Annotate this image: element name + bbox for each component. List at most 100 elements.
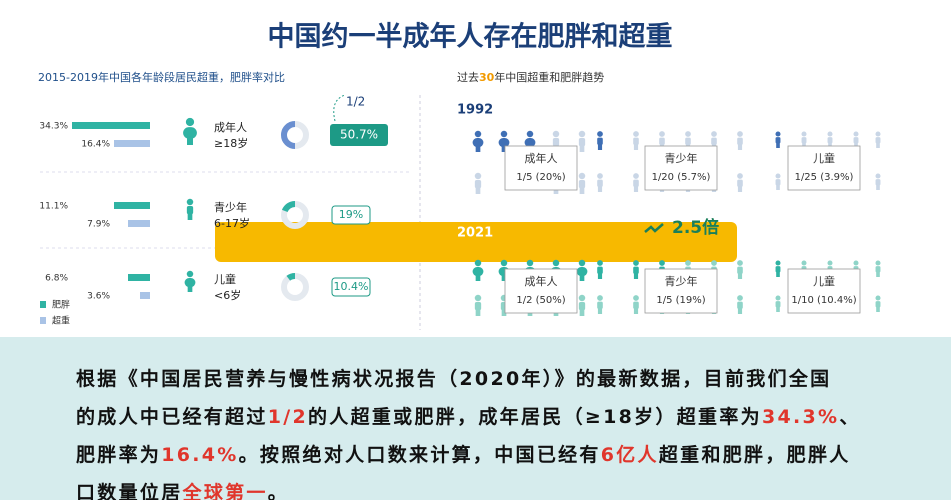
group-box [787,268,861,314]
text-segment: 口数量位居 [76,482,183,500]
trend-arrow [644,223,664,233]
year: 2021 [457,226,493,241]
person-icon [498,138,510,148]
person-icon [187,285,193,292]
person-icon [801,260,807,266]
group-box [644,145,718,191]
bar [114,202,150,209]
group-label: 成年人 [525,274,558,288]
person-icon [875,295,881,301]
group-age: <6岁 [214,288,241,302]
person-icon [737,301,743,309]
person-icon [775,179,781,186]
highlight-text: 6亿人 [600,444,659,466]
person-icon [500,130,508,138]
person-icon [659,260,665,266]
person-icon [597,260,603,266]
person-icon [775,131,781,137]
text-segment: 根据《中国居民营养与慢性病状况报告（2020年）》的最新数据，目前我们全国 [76,368,832,390]
person-icon [659,131,665,137]
person-icon [737,179,743,187]
person-icon [711,131,717,137]
person-icon [633,131,639,137]
bar [140,292,150,299]
infographic: 中国约一半成年人存在肥胖和超重 2015-2019年中国各年龄段居民超重，肥胖率… [38,21,881,330]
text-line: 的成人中已经有超过1/2的人超重或肥胖，成年居民（≥18岁）超重率为34.3%、 [76,402,861,429]
total-label: 50.7% [340,128,378,142]
person-icon [854,143,858,148]
person-icon [875,301,881,308]
group-label: 青少年 [214,200,247,214]
highlight-text: 全球第一 [182,482,268,500]
person-icon [526,259,534,267]
person-icon [776,272,780,277]
person-icon [578,138,586,147]
group-label: 儿童 [813,151,835,165]
text-segment: 的成人中已经有超过 [76,406,268,428]
person-icon [711,260,717,266]
person-icon [737,273,743,279]
person-icon [737,131,743,137]
bar-label: 11.1% [39,202,68,212]
person-icon [737,295,743,301]
person-icon [876,272,880,277]
person-icon [633,186,639,192]
person-icon [633,301,639,309]
highlight-band [215,222,737,262]
person-icon [827,137,833,144]
person-icon [711,137,717,145]
legend-label: 肥胖 [52,300,70,311]
person-icon [579,187,585,194]
year: 1992 [457,103,493,118]
group-ratio: 1/5 (20%) [516,172,565,183]
person-icon [474,180,482,189]
person-icon [737,308,743,314]
person-icon [876,143,880,148]
subtitle-pre: 过去 [457,71,479,84]
group-box [504,145,578,191]
person-icon [475,187,481,194]
person-icon [524,138,536,148]
person-icon [876,307,880,312]
person-icon [775,266,781,273]
person-icon [875,137,881,144]
person-icon [597,273,603,279]
person-icon [875,266,881,273]
person-icon [552,259,560,267]
bar-label: 16.4% [81,140,110,150]
person-icon [801,131,807,137]
person-icon [474,294,482,302]
person-icon [633,137,639,145]
person-icon [472,138,484,148]
subtitle-post: 年中国超重和肥胖趋势 [494,70,604,84]
text-segment: 、 [839,406,861,428]
total-pill [330,124,388,146]
person-icon [501,309,507,316]
person-icon [501,145,507,152]
donut-arc [281,201,296,213]
person-icon [578,180,586,189]
group-ratio: 1/5 (19%) [656,295,705,306]
person-icon [475,309,481,316]
legend-swatch [40,301,46,308]
group-label: 儿童 [813,274,835,288]
person-icon [876,185,880,190]
person-icon [685,260,691,266]
person-icon [776,307,780,312]
group-ratio: 1/10 (10.4%) [791,295,856,306]
person-icon [578,259,586,267]
person-icon [775,173,781,179]
person-icon [578,302,586,311]
person-icon [597,301,603,309]
person-icon [475,274,481,281]
person-icon [553,187,559,194]
bar-label: 7.9% [87,220,110,230]
person-icon [597,186,603,192]
legend-label: 超重 [52,315,70,327]
multiplier: 2.5倍 [672,217,719,238]
bar-label: 6.8% [45,274,68,284]
bar-label: 3.6% [87,292,110,302]
person-icon [474,130,482,138]
group-ratio: 1/2 (50%) [516,295,565,306]
person-icon [633,273,639,279]
